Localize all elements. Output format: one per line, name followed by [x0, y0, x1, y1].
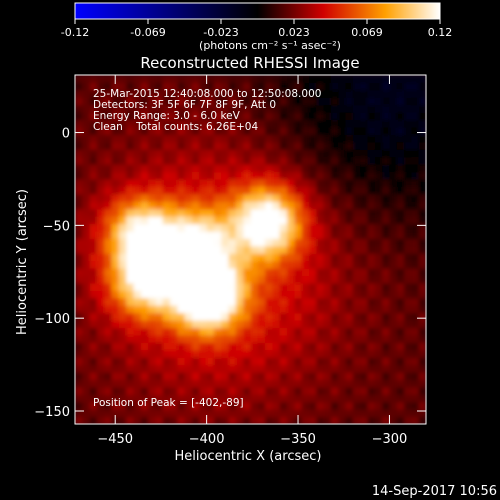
colorbar-tick-label: 0.12 — [428, 26, 453, 39]
y-tick-label: −150 — [34, 405, 70, 420]
y-tick-label: −50 — [43, 219, 70, 234]
axis-ticks: −450 −400 −350 −300 0 −50 −100 −150 — [34, 75, 426, 447]
peak-position-label: Position of Peak = [-402,-89] — [93, 397, 244, 409]
plot-title: Reconstructed RHESSI Image — [140, 54, 359, 72]
colorbar-tick-label: -0.12 — [61, 26, 89, 39]
colorbar-gradient — [74, 2, 441, 20]
plot-frame — [74, 74, 427, 425]
info-block: 25-Mar-2015 12:40:08.000 to 12:50:08.000… — [93, 88, 321, 133]
y-tick-label: 0 — [62, 127, 70, 142]
colorbar-tick-label: 0.023 — [278, 26, 310, 39]
footer-timestamp: 14-Sep-2017 10:56 — [372, 484, 497, 499]
x-tick-label: −300 — [372, 432, 408, 447]
colorbar-unit-label: (photons cm⁻² s⁻¹ asec⁻²) — [199, 39, 341, 52]
info-counts: Clean Total counts: 6.26E+04 — [93, 121, 258, 133]
x-axis-label: Heliocentric X (arcsec) — [175, 449, 322, 464]
info-detectors: Detectors: 3F 5F 6F 7F 8F 9F, Att 0 — [93, 99, 276, 111]
y-tick-label: −100 — [34, 312, 70, 327]
x-tick-label: −350 — [280, 432, 316, 447]
colorbar: -0.12 -0.069 -0.023 0.023 0.069 0.12 (photons… — [61, 2, 452, 52]
y-axis-label: Heliocentric Y (arcsec) — [15, 189, 30, 335]
info-time-range: 25-Mar-2015 12:40:08.000 to 12:50:08.000 — [93, 88, 321, 100]
heatmap-image — [75, 75, 426, 424]
colorbar-tick-label: 0.069 — [351, 26, 383, 39]
x-tick-label: −400 — [189, 432, 225, 447]
x-tick-label: −450 — [97, 432, 133, 447]
colorbar-tick-label: -0.069 — [130, 26, 165, 39]
colorbar-ticks: -0.12 -0.069 -0.023 0.023 0.069 0.12 — [61, 19, 452, 39]
info-energy: Energy Range: 3.0 - 6.0 keV — [93, 110, 241, 122]
colorbar-tick-label: -0.023 — [203, 26, 238, 39]
